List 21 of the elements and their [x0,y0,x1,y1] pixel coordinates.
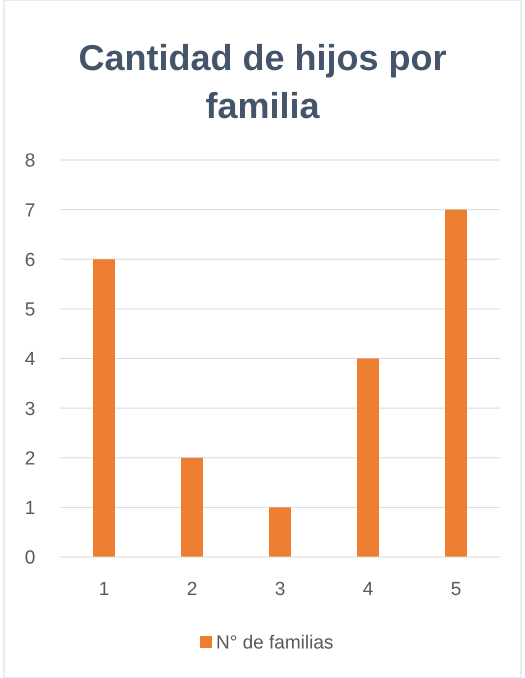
x-tick-label: 2 [186,579,198,600]
x-tick-label: 4 [362,579,374,600]
chart-title: Cantidad de hijos por familia [78,37,447,126]
y-tick-label: 8 [24,150,36,172]
x-tick-label: 3 [274,579,286,600]
bar [93,259,115,557]
x-tick-label: 1 [98,579,110,600]
y-tick-label: 4 [24,349,36,370]
y-tick-label: 5 [24,300,36,321]
bar [445,210,467,557]
bar [357,358,379,557]
x-tick-label: 5 [450,579,462,600]
y-tick-label: 3 [24,398,36,420]
y-tick-label: 7 [24,200,36,222]
y-tick-label: 6 [24,250,36,271]
legend-label: N° de familias [216,632,334,654]
bar [181,458,203,557]
bar [269,507,291,557]
y-tick-label: 1 [24,498,36,520]
y-tick-label: 2 [24,448,36,470]
y-tick-label: 0 [24,548,36,569]
